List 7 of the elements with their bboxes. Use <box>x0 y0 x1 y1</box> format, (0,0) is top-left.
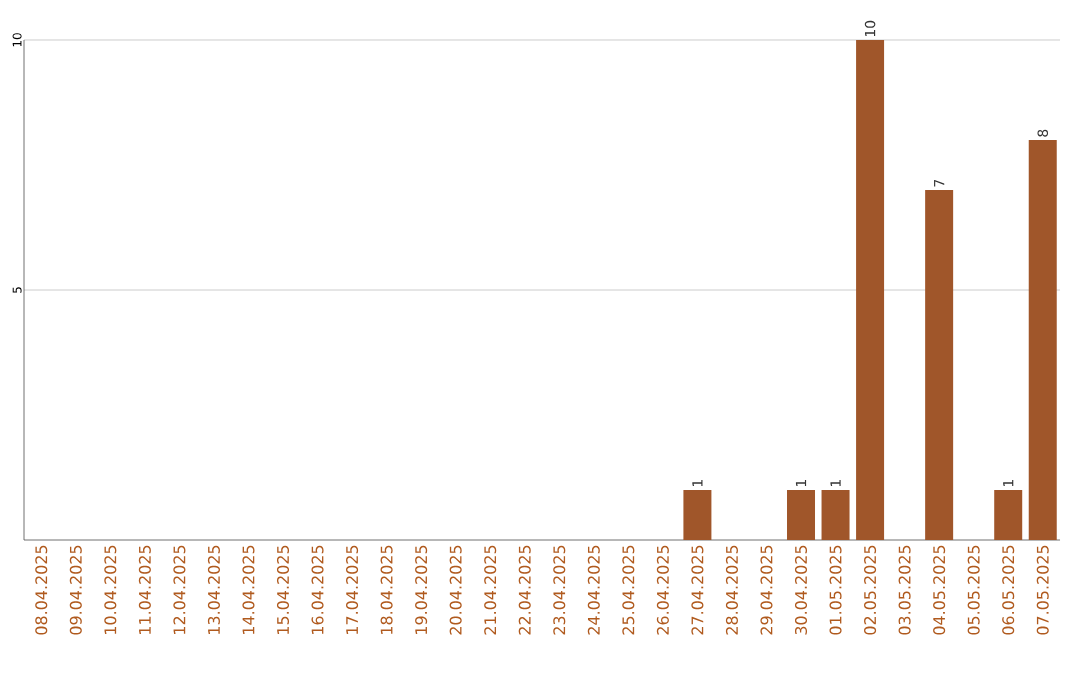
bar <box>1028 139 1057 540</box>
bar <box>994 490 1023 540</box>
bar <box>787 490 816 540</box>
bar <box>683 490 712 540</box>
bar <box>925 190 954 540</box>
bar <box>856 39 885 540</box>
bar <box>821 490 850 540</box>
